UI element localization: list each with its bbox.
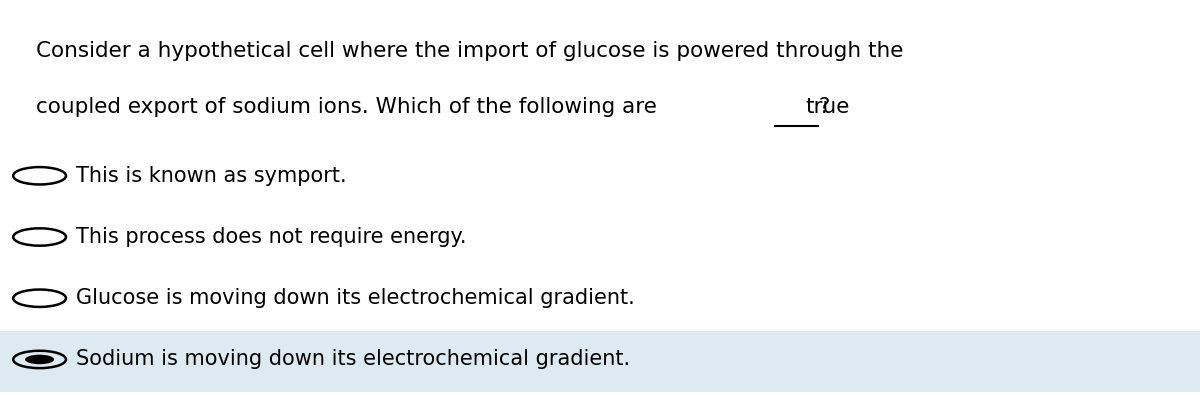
Text: coupled export of sodium ions. Which of the following are: coupled export of sodium ions. Which of … [36,97,664,117]
Circle shape [25,355,54,364]
Text: ?: ? [818,97,830,117]
Text: Glucose is moving down its electrochemical gradient.: Glucose is moving down its electrochemic… [76,288,635,308]
Text: This is known as symport.: This is known as symport. [76,166,347,186]
FancyBboxPatch shape [0,331,1200,392]
Text: This process does not require energy.: This process does not require energy. [76,227,466,247]
Text: Consider a hypothetical cell where the import of glucose is powered through the: Consider a hypothetical cell where the i… [36,41,904,61]
Text: Sodium is moving down its electrochemical gradient.: Sodium is moving down its electrochemica… [76,350,630,369]
Text: true: true [805,97,850,117]
